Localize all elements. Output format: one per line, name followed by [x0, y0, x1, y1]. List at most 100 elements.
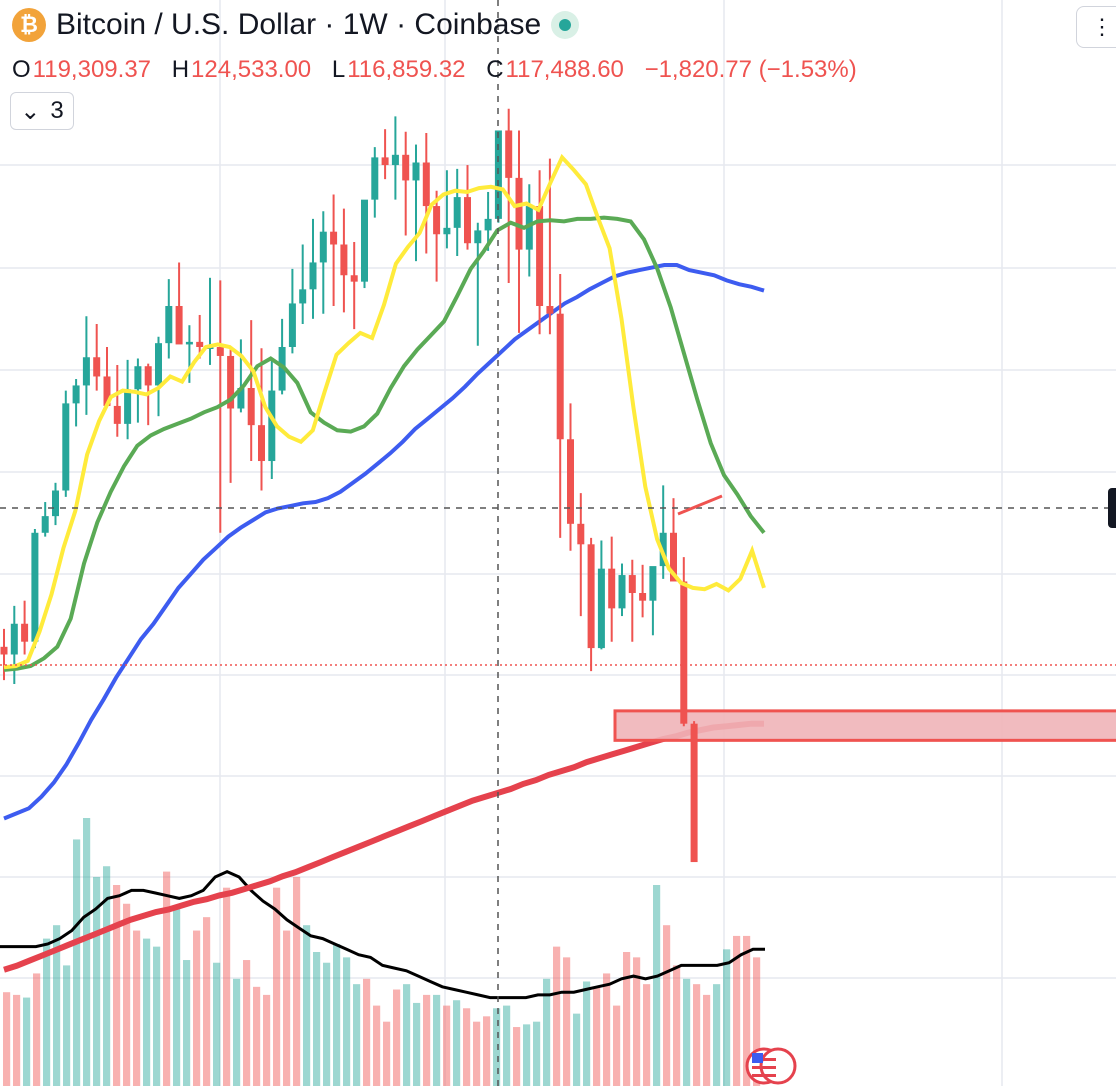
volume-bar [103, 866, 111, 1086]
candle-body [597, 568, 605, 649]
candle-body [443, 227, 451, 235]
volume-bar [583, 981, 591, 1086]
volume-bar [73, 839, 81, 1086]
volume-bar [673, 965, 681, 1086]
candle-body [134, 366, 142, 390]
candle-body [227, 355, 235, 409]
candle-body [72, 385, 80, 404]
candle-body [690, 723, 698, 863]
candle-body [587, 544, 595, 649]
candle-body [113, 405, 121, 424]
volume-bar [523, 1024, 531, 1086]
volume-bar [623, 952, 631, 1086]
candle-body [536, 206, 544, 306]
volume-bar [733, 935, 741, 1086]
volume-bar [493, 1008, 501, 1086]
candle-body [412, 162, 420, 181]
indicator-count: 3 [50, 97, 64, 124]
volume-bar [683, 978, 691, 1086]
candle-body [391, 154, 399, 166]
volume-bar [443, 1005, 451, 1086]
volume-ma-line [0, 869, 765, 1000]
volume-bar [203, 917, 211, 1086]
candle-body [62, 403, 70, 491]
candle-body [649, 566, 657, 601]
volume-bar [363, 978, 371, 1086]
volume-bar [223, 887, 231, 1086]
candle-body [361, 199, 368, 282]
volume-bar [513, 1027, 521, 1086]
volume-bar [253, 986, 261, 1086]
candle-body [258, 425, 265, 462]
high-value: 124,533.00 [191, 56, 312, 83]
volume-bar [323, 962, 331, 1086]
candle-body [340, 244, 348, 276]
market-open-dot-icon [551, 11, 580, 39]
candle-body [618, 575, 626, 609]
volume-bar [703, 994, 711, 1086]
candle-body [309, 262, 317, 290]
candle-body [185, 341, 193, 345]
volume-bar [343, 957, 351, 1086]
candle-body [494, 130, 502, 219]
candle-body [216, 347, 224, 356]
volume-bar [273, 887, 281, 1086]
candle-body [319, 231, 327, 263]
candle-body [330, 231, 338, 245]
close-label: C [486, 56, 504, 83]
bitcoin-icon: ₿ [12, 8, 46, 42]
chevron-down-icon: ⌄ [20, 97, 41, 125]
support-zone[interactable] [613, 709, 1116, 742]
candle-body [484, 218, 492, 231]
candle-body [82, 357, 90, 386]
candle-body [31, 532, 39, 642]
chart-header: ₿ Bitcoin / U.S. Dollar · 1W · Coinbase [12, 8, 580, 42]
candle-body [52, 490, 59, 517]
candle-body [515, 177, 523, 250]
volume-bar [423, 994, 431, 1086]
candle-body [93, 357, 101, 377]
volume-bar [713, 984, 721, 1086]
ma-long-line [3, 720, 764, 973]
candle-body [670, 532, 677, 582]
candle-body [268, 390, 276, 462]
candle-body [556, 313, 564, 440]
candle-body [237, 388, 245, 409]
candle-body [124, 389, 132, 424]
us-flag-event-icon[interactable] [745, 1047, 797, 1085]
candle-body [155, 343, 162, 386]
more-options-icon[interactable]: ⋮ [1076, 6, 1116, 48]
candle-body [41, 516, 49, 533]
volume-bar [613, 1005, 621, 1086]
volume-bar [213, 962, 221, 1086]
volume-bar [293, 876, 301, 1086]
ma-medium-line [3, 215, 766, 672]
volume-bar [723, 949, 731, 1086]
volume-bar [533, 1021, 541, 1086]
volume-bar [603, 973, 611, 1086]
candle-body [639, 593, 647, 601]
volume-bar [13, 994, 21, 1086]
volume-bar [3, 992, 11, 1086]
open-value: 119,309.37 [32, 56, 152, 83]
candle-body [165, 306, 173, 344]
candle-body [278, 347, 286, 391]
trend-line-drawing[interactable] [677, 494, 723, 516]
indicators-toggle-button[interactable]: ⌄ 3 [10, 92, 74, 130]
change-value: −1,820.77 (−1.53%) [644, 56, 857, 83]
high-label: H [171, 56, 190, 83]
candle-body [608, 568, 616, 609]
volume-bar [543, 978, 551, 1086]
candle-body [175, 306, 183, 345]
volume-bar [153, 946, 161, 1086]
volume-bar [93, 876, 101, 1086]
candle-body [422, 162, 430, 207]
volume-bar [33, 973, 41, 1086]
volume-bar [553, 946, 561, 1086]
open-label: O [12, 56, 31, 83]
candle-body [505, 130, 513, 178]
volume-bar [663, 925, 671, 1086]
volume-bar [433, 994, 441, 1086]
symbol-title[interactable]: Bitcoin / U.S. Dollar · 1W · Coinbase [56, 8, 542, 41]
